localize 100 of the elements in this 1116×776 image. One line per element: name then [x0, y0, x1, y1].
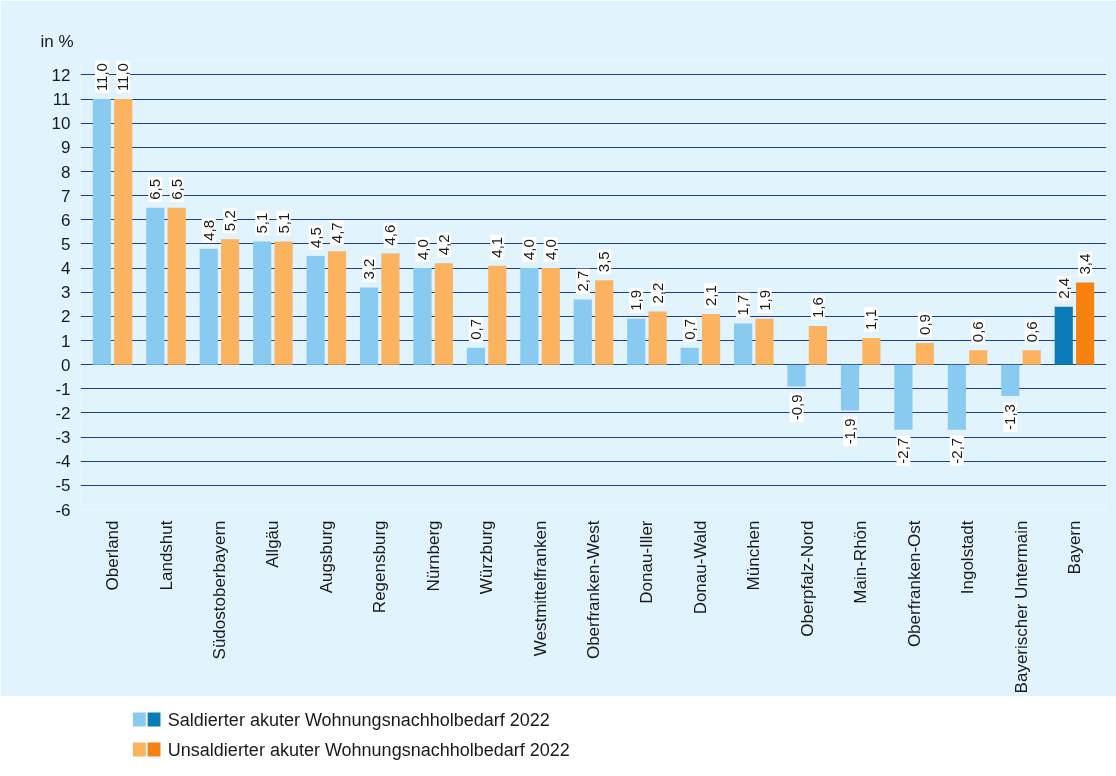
data-label: 0,9 [915, 314, 933, 335]
bar [573, 299, 592, 365]
data-label: 1,1 [862, 309, 880, 331]
data-label: 5,1 [274, 212, 292, 234]
data-label: 3,2 [360, 258, 378, 280]
data-label: -1,9 [841, 418, 858, 445]
y-tick-label: 4 [61, 259, 71, 279]
x-tick-label: Main-Rhön [851, 520, 871, 604]
bar [734, 323, 753, 365]
data-label: -1,3 [1001, 404, 1019, 430]
bar [701, 313, 721, 365]
bar [862, 338, 881, 365]
bar [327, 251, 347, 365]
data-label: 4,1 [488, 236, 506, 258]
bar [840, 364, 860, 411]
bar [969, 350, 988, 365]
data-label: 0,7 [680, 318, 698, 340]
bar [627, 318, 646, 365]
data-label: 5,2 [221, 210, 239, 232]
x-tick-label: Oberfranken-Ost [904, 520, 924, 648]
y-tick-label: 2 [61, 307, 71, 327]
x-tick-label: Oberfranken-West [584, 520, 603, 660]
data-label: 1,9 [755, 289, 773, 311]
bar [595, 280, 614, 365]
bar [199, 248, 218, 365]
x-tick-label: Südostoberbayern [209, 520, 229, 660]
data-label: 3,5 [595, 251, 613, 273]
bar [274, 241, 293, 365]
data-label: 4,0 [541, 239, 559, 261]
bar [381, 253, 400, 365]
x-tick-label: Bayern [1064, 520, 1084, 575]
data-label: 2,2 [648, 282, 666, 304]
bar [541, 268, 560, 365]
x-tick-label: Nürnberg [423, 520, 443, 592]
y-tick-label: -4 [55, 452, 71, 472]
data-label: 2,7 [573, 270, 591, 292]
bar [648, 311, 667, 365]
x-tick-label: Oberpfalz-Nord [797, 520, 817, 637]
bar [92, 99, 111, 365]
data-label: 4,0 [520, 239, 538, 261]
x-tick-label: Regensburg [370, 520, 390, 614]
bar [787, 364, 806, 387]
y-tick-label: -5 [55, 476, 71, 496]
bar [359, 287, 379, 365]
bar [167, 207, 186, 365]
y-tick-label: 6 [61, 210, 71, 230]
bar [915, 342, 934, 365]
data-label: 1,7 [734, 294, 752, 316]
data-label: 4,5 [306, 227, 324, 249]
data-label: -2,7 [947, 437, 965, 464]
y-tick-label: 10 [51, 114, 71, 134]
y-tick-label: -3 [55, 428, 71, 448]
legend-label: Saldierter akuter Wohnungsnachholbedarf 2022 [167, 709, 550, 730]
x-tick-label: Bayerischer Untermain [1011, 520, 1031, 694]
data-label: 6,5 [146, 178, 164, 200]
bar [947, 364, 966, 430]
y-tick-label: -2 [55, 403, 71, 423]
data-label: 11,0 [114, 63, 132, 92]
x-tick-label: Augsburg [316, 520, 336, 594]
data-label: -2,7 [894, 437, 912, 464]
bar [1054, 306, 1073, 365]
bar [221, 239, 240, 365]
bar [253, 241, 272, 365]
data-label: 5,1 [253, 212, 271, 234]
data-label: 1,9 [627, 289, 645, 311]
y-axis-title: in % [40, 31, 74, 51]
y-tick-label: 7 [61, 186, 71, 206]
x-tick-label: Donau-Iller [637, 520, 657, 604]
data-label: 4,0 [413, 239, 431, 261]
x-tick-label: Westmittelfranken [530, 520, 550, 657]
data-label: 0,6 [969, 321, 987, 343]
x-tick-label: München [744, 520, 764, 591]
bar [114, 99, 133, 365]
y-tick-label: -6 [55, 500, 71, 520]
bar [488, 265, 507, 365]
data-label: 4,7 [328, 222, 345, 244]
y-tick-label: 5 [61, 234, 71, 254]
x-tick-label: Oberland [103, 520, 123, 591]
data-label: 4,8 [199, 219, 217, 241]
bar [1076, 282, 1095, 365]
x-tick-label: Allgäu [263, 520, 283, 568]
y-tick-label: 8 [61, 162, 71, 182]
data-label: 6,5 [167, 178, 185, 200]
y-tick-label: 9 [61, 138, 71, 158]
data-label: 11,0 [92, 63, 110, 92]
bar [520, 268, 539, 365]
bar [808, 326, 828, 365]
bar [413, 268, 432, 365]
data-label: 2,1 [702, 285, 720, 306]
y-tick-label: 3 [61, 283, 71, 303]
data-label: 0,7 [466, 318, 484, 340]
data-label: 4,6 [381, 224, 399, 246]
bar [466, 347, 486, 365]
x-tick-label: Landshut [156, 520, 176, 591]
bar [1001, 364, 1020, 397]
data-label: 3,4 [1076, 253, 1094, 275]
legend-label: Unsaldierter akuter Wohnungsnachholbedarf 2022 [167, 739, 570, 760]
bar [306, 256, 325, 365]
y-tick-label: 12 [51, 65, 71, 85]
bar [680, 347, 699, 365]
